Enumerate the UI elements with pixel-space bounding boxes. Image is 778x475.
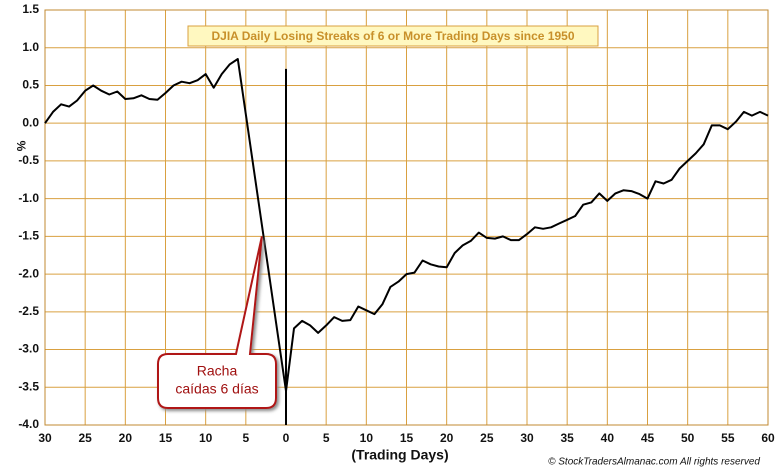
- y-tick-label: -1.0: [18, 191, 39, 205]
- x-tick-label: 40: [601, 431, 615, 445]
- x-tick-label: 30: [520, 431, 534, 445]
- callout-text: caídas 6 días: [175, 381, 258, 397]
- plot-frame: [44, 9, 769, 426]
- x-axis-label: (Trading Days): [351, 447, 448, 463]
- x-tick-label: 15: [159, 431, 173, 445]
- x-tick-label: 5: [242, 431, 249, 445]
- x-tick-label: 15: [400, 431, 414, 445]
- callout-text: Racha: [197, 363, 238, 379]
- y-tick-label: -0.5: [18, 153, 39, 167]
- y-tick-label: -3.5: [18, 379, 39, 393]
- x-tick-label: 60: [761, 431, 775, 445]
- data-line: [44, 58, 769, 392]
- x-tick-label: 10: [360, 431, 374, 445]
- y-axis-label: %: [14, 141, 28, 152]
- y-tick-label: 1.5: [22, 2, 39, 16]
- y-tick-label: -2.5: [18, 304, 39, 318]
- marks: [44, 58, 769, 425]
- x-tick-label: 20: [440, 431, 454, 445]
- x-tick-label: 20: [119, 431, 133, 445]
- x-tick-label: 10: [199, 431, 213, 445]
- x-tick-label: 0: [283, 431, 290, 445]
- grid: [44, 9, 769, 426]
- chart-title: DJIA Daily Losing Streaks of 6 or More T…: [211, 29, 574, 43]
- title-box: [187, 25, 599, 47]
- y-tick-label: -3.0: [18, 342, 39, 356]
- callout-box: [157, 236, 277, 409]
- x-tick-label: 45: [641, 431, 655, 445]
- x-tick-label: 50: [681, 431, 695, 445]
- source: © StockTradersAlmanac.com All rights res…: [548, 457, 760, 468]
- y-tick-label: 0.0: [22, 115, 39, 129]
- x-tick-label: 25: [78, 431, 92, 445]
- x-tick-label: 30: [38, 431, 52, 445]
- x-tick-label: 5: [323, 431, 330, 445]
- y-tick-label: -2.0: [18, 266, 39, 280]
- x-tick-label: 55: [721, 431, 735, 445]
- x-tick-label: 35: [560, 431, 574, 445]
- y-tick-label: 1.0: [22, 40, 39, 54]
- y-tick-label: 0.5: [22, 78, 39, 92]
- y-tick-label: -4.0: [18, 417, 39, 431]
- y-tick-label: -1.5: [18, 229, 39, 243]
- x-tick-label: 25: [480, 431, 494, 445]
- callout: Racha caídas 6 días: [157, 236, 277, 409]
